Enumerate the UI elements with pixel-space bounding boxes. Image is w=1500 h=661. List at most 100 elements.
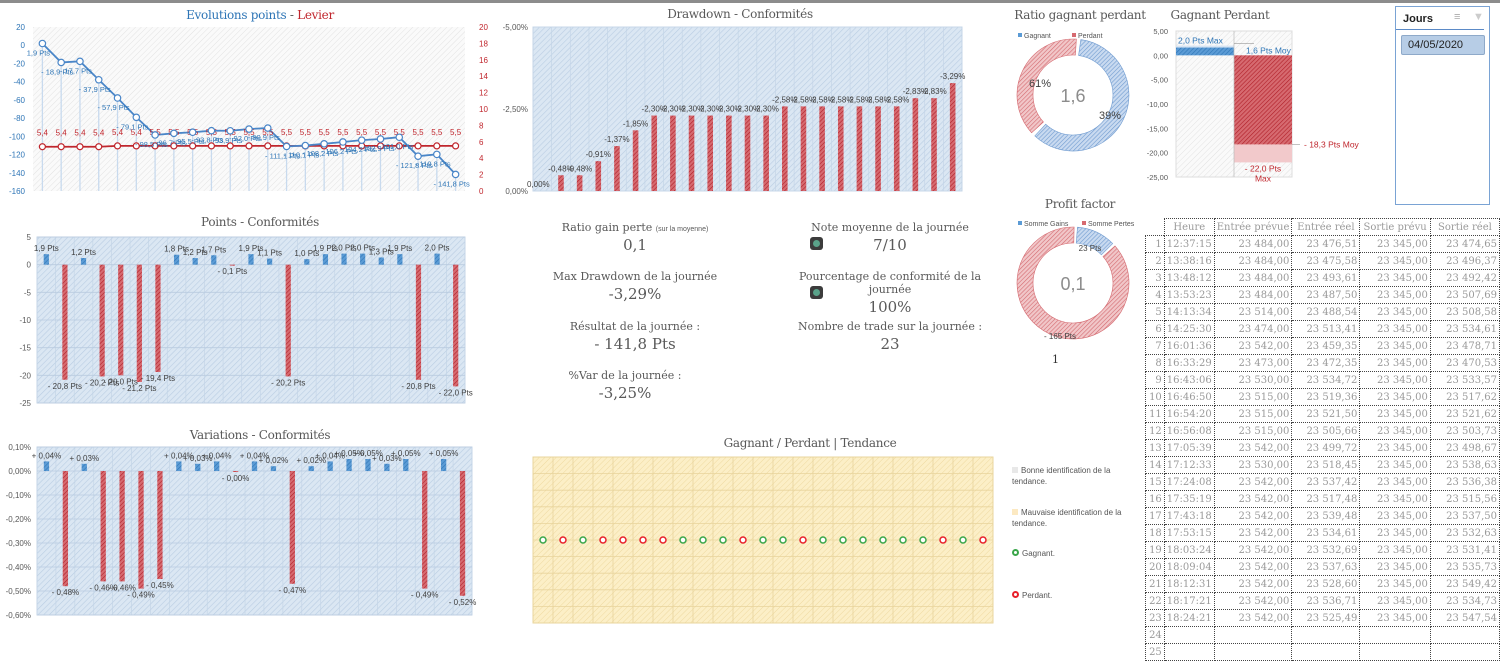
table-cell[interactable]: 23 517,48: [1291, 490, 1361, 508]
table-cell[interactable]: 23 484,00: [1213, 286, 1293, 304]
table-cell[interactable]: 18:17:21: [1163, 592, 1215, 610]
table-cell[interactable]: 23 534,61: [1429, 320, 1500, 338]
table-cell[interactable]: [1213, 626, 1293, 644]
table-cell[interactable]: 23 536,38: [1429, 473, 1500, 491]
table-cell[interactable]: 23 470,53: [1429, 354, 1500, 372]
table-cell[interactable]: 23 345,00: [1359, 558, 1431, 576]
table-cell[interactable]: 23 484,00: [1213, 252, 1293, 270]
table-cell[interactable]: 23 528,60: [1291, 575, 1361, 593]
table-cell[interactable]: 23 492,42: [1429, 269, 1500, 287]
table-cell[interactable]: 23 345,00: [1359, 371, 1431, 389]
table-cell[interactable]: 17:24:08: [1163, 473, 1215, 491]
col-header-sortie-reel[interactable]: Sortie réel: [1429, 218, 1500, 236]
table-cell[interactable]: 23 530,00: [1213, 371, 1293, 389]
table-cell[interactable]: 23 459,35: [1291, 337, 1361, 355]
table-cell[interactable]: 23 542,00: [1213, 473, 1293, 491]
table-cell[interactable]: [1163, 643, 1215, 661]
table-cell[interactable]: 23 484,00: [1213, 269, 1293, 287]
table-cell[interactable]: 23 345,00: [1359, 388, 1431, 406]
table-cell[interactable]: [1291, 643, 1361, 661]
col-header-heure[interactable]: Heure: [1163, 218, 1215, 236]
table-cell[interactable]: 18:09:04: [1163, 558, 1215, 576]
table-cell[interactable]: 23 345,00: [1359, 405, 1431, 423]
table-cell[interactable]: 23 549,42: [1429, 575, 1500, 593]
table-cell[interactable]: 23 345,00: [1359, 286, 1431, 304]
table-cell[interactable]: 23 531,41: [1429, 541, 1500, 559]
table-cell[interactable]: 14:25:30: [1163, 320, 1215, 338]
table-cell[interactable]: 23 515,56: [1429, 490, 1500, 508]
table-cell[interactable]: 23 478,71: [1429, 337, 1500, 355]
table-cell[interactable]: 23 542,00: [1213, 541, 1293, 559]
table-cell[interactable]: 23 542,00: [1213, 507, 1293, 525]
col-header-entree-reel[interactable]: Entrée réel: [1291, 218, 1361, 236]
table-cell[interactable]: 23 521,62: [1429, 405, 1500, 423]
table-cell[interactable]: 23 498,67: [1429, 439, 1500, 457]
table-cell[interactable]: 17:12:33: [1163, 456, 1215, 474]
table-cell[interactable]: 23 345,00: [1359, 473, 1431, 491]
table-cell[interactable]: [1359, 626, 1431, 644]
table-cell[interactable]: 23 542,00: [1213, 558, 1293, 576]
table-cell[interactable]: 17:35:19: [1163, 490, 1215, 508]
table-cell[interactable]: 23 534,73: [1429, 592, 1500, 610]
table-cell[interactable]: 23 532,69: [1291, 541, 1361, 559]
table-cell[interactable]: 23 537,63: [1291, 558, 1361, 576]
table-cell[interactable]: 23 473,00: [1213, 354, 1293, 372]
table-cell[interactable]: 23 345,00: [1359, 541, 1431, 559]
table-cell[interactable]: 23 345,00: [1359, 439, 1431, 457]
table-cell[interactable]: 23 499,72: [1291, 439, 1361, 457]
table-cell[interactable]: 23 345,00: [1359, 524, 1431, 542]
table-cell[interactable]: 23 487,50: [1291, 286, 1361, 304]
table-cell[interactable]: 23 345,00: [1359, 422, 1431, 440]
table-cell[interactable]: 23 507,69: [1429, 286, 1500, 304]
table-cell[interactable]: 23 515,00: [1213, 388, 1293, 406]
table-cell[interactable]: 23 539,48: [1291, 507, 1361, 525]
table-cell[interactable]: 23 508,58: [1429, 303, 1500, 321]
table-cell[interactable]: 23 542,00: [1213, 575, 1293, 593]
table-cell[interactable]: 18:24:21: [1163, 609, 1215, 627]
table-cell[interactable]: 23 505,66: [1291, 422, 1361, 440]
table-cell[interactable]: 23 345,00: [1359, 269, 1431, 287]
table-cell[interactable]: 23 345,00: [1359, 235, 1431, 253]
table-cell[interactable]: 23 533,57: [1429, 371, 1500, 389]
clear-filter-icon[interactable]: ▼: [1473, 11, 1484, 23]
table-cell[interactable]: 23 496,37: [1429, 252, 1500, 270]
table-cell[interactable]: 23 542,00: [1213, 592, 1293, 610]
table-cell[interactable]: 23 518,45: [1291, 456, 1361, 474]
table-cell[interactable]: 23 514,00: [1213, 303, 1293, 321]
table-cell[interactable]: 23 530,00: [1213, 456, 1293, 474]
table-cell[interactable]: 23 513,41: [1291, 320, 1361, 338]
table-cell[interactable]: 13:38:16: [1163, 252, 1215, 270]
table-cell[interactable]: 23 345,00: [1359, 252, 1431, 270]
table-cell[interactable]: 23 534,72: [1291, 371, 1361, 389]
table-cell[interactable]: 17:43:18: [1163, 507, 1215, 525]
table-cell[interactable]: [1213, 643, 1293, 661]
table-cell[interactable]: 23 345,00: [1359, 456, 1431, 474]
table-cell[interactable]: 17:05:39: [1163, 439, 1215, 457]
table-cell[interactable]: 23 536,71: [1291, 592, 1361, 610]
table-cell[interactable]: 23 535,73: [1429, 558, 1500, 576]
table-cell[interactable]: 23 345,00: [1359, 592, 1431, 610]
table-cell[interactable]: 16:54:20: [1163, 405, 1215, 423]
table-cell[interactable]: 23 345,00: [1359, 320, 1431, 338]
table-cell[interactable]: 23 515,00: [1213, 405, 1293, 423]
table-cell[interactable]: 23 345,00: [1359, 337, 1431, 355]
table-cell[interactable]: 23 484,00: [1213, 235, 1293, 253]
table-cell[interactable]: 17:53:15: [1163, 524, 1215, 542]
multi-select-icon[interactable]: ≡: [1454, 11, 1461, 23]
table-cell[interactable]: [1163, 626, 1215, 644]
table-cell[interactable]: 23 345,00: [1359, 609, 1431, 627]
table-cell[interactable]: 13:53:23: [1163, 286, 1215, 304]
table-cell[interactable]: 18:12:31: [1163, 575, 1215, 593]
table-cell[interactable]: 16:33:29: [1163, 354, 1215, 372]
table-cell[interactable]: 23 542,00: [1213, 524, 1293, 542]
slicer-item-selected[interactable]: 04/05/2020: [1401, 35, 1485, 55]
table-cell[interactable]: 23 472,35: [1291, 354, 1361, 372]
table-cell[interactable]: [1429, 626, 1500, 644]
table-cell[interactable]: 23 542,00: [1213, 609, 1293, 627]
table-cell[interactable]: 14:13:34: [1163, 303, 1215, 321]
table-cell[interactable]: 16:01:36: [1163, 337, 1215, 355]
table-cell[interactable]: 16:43:06: [1163, 371, 1215, 389]
table-cell[interactable]: 23 542,00: [1213, 490, 1293, 508]
table-cell[interactable]: 23 525,49: [1291, 609, 1361, 627]
table-cell[interactable]: 23 547,54: [1429, 609, 1500, 627]
